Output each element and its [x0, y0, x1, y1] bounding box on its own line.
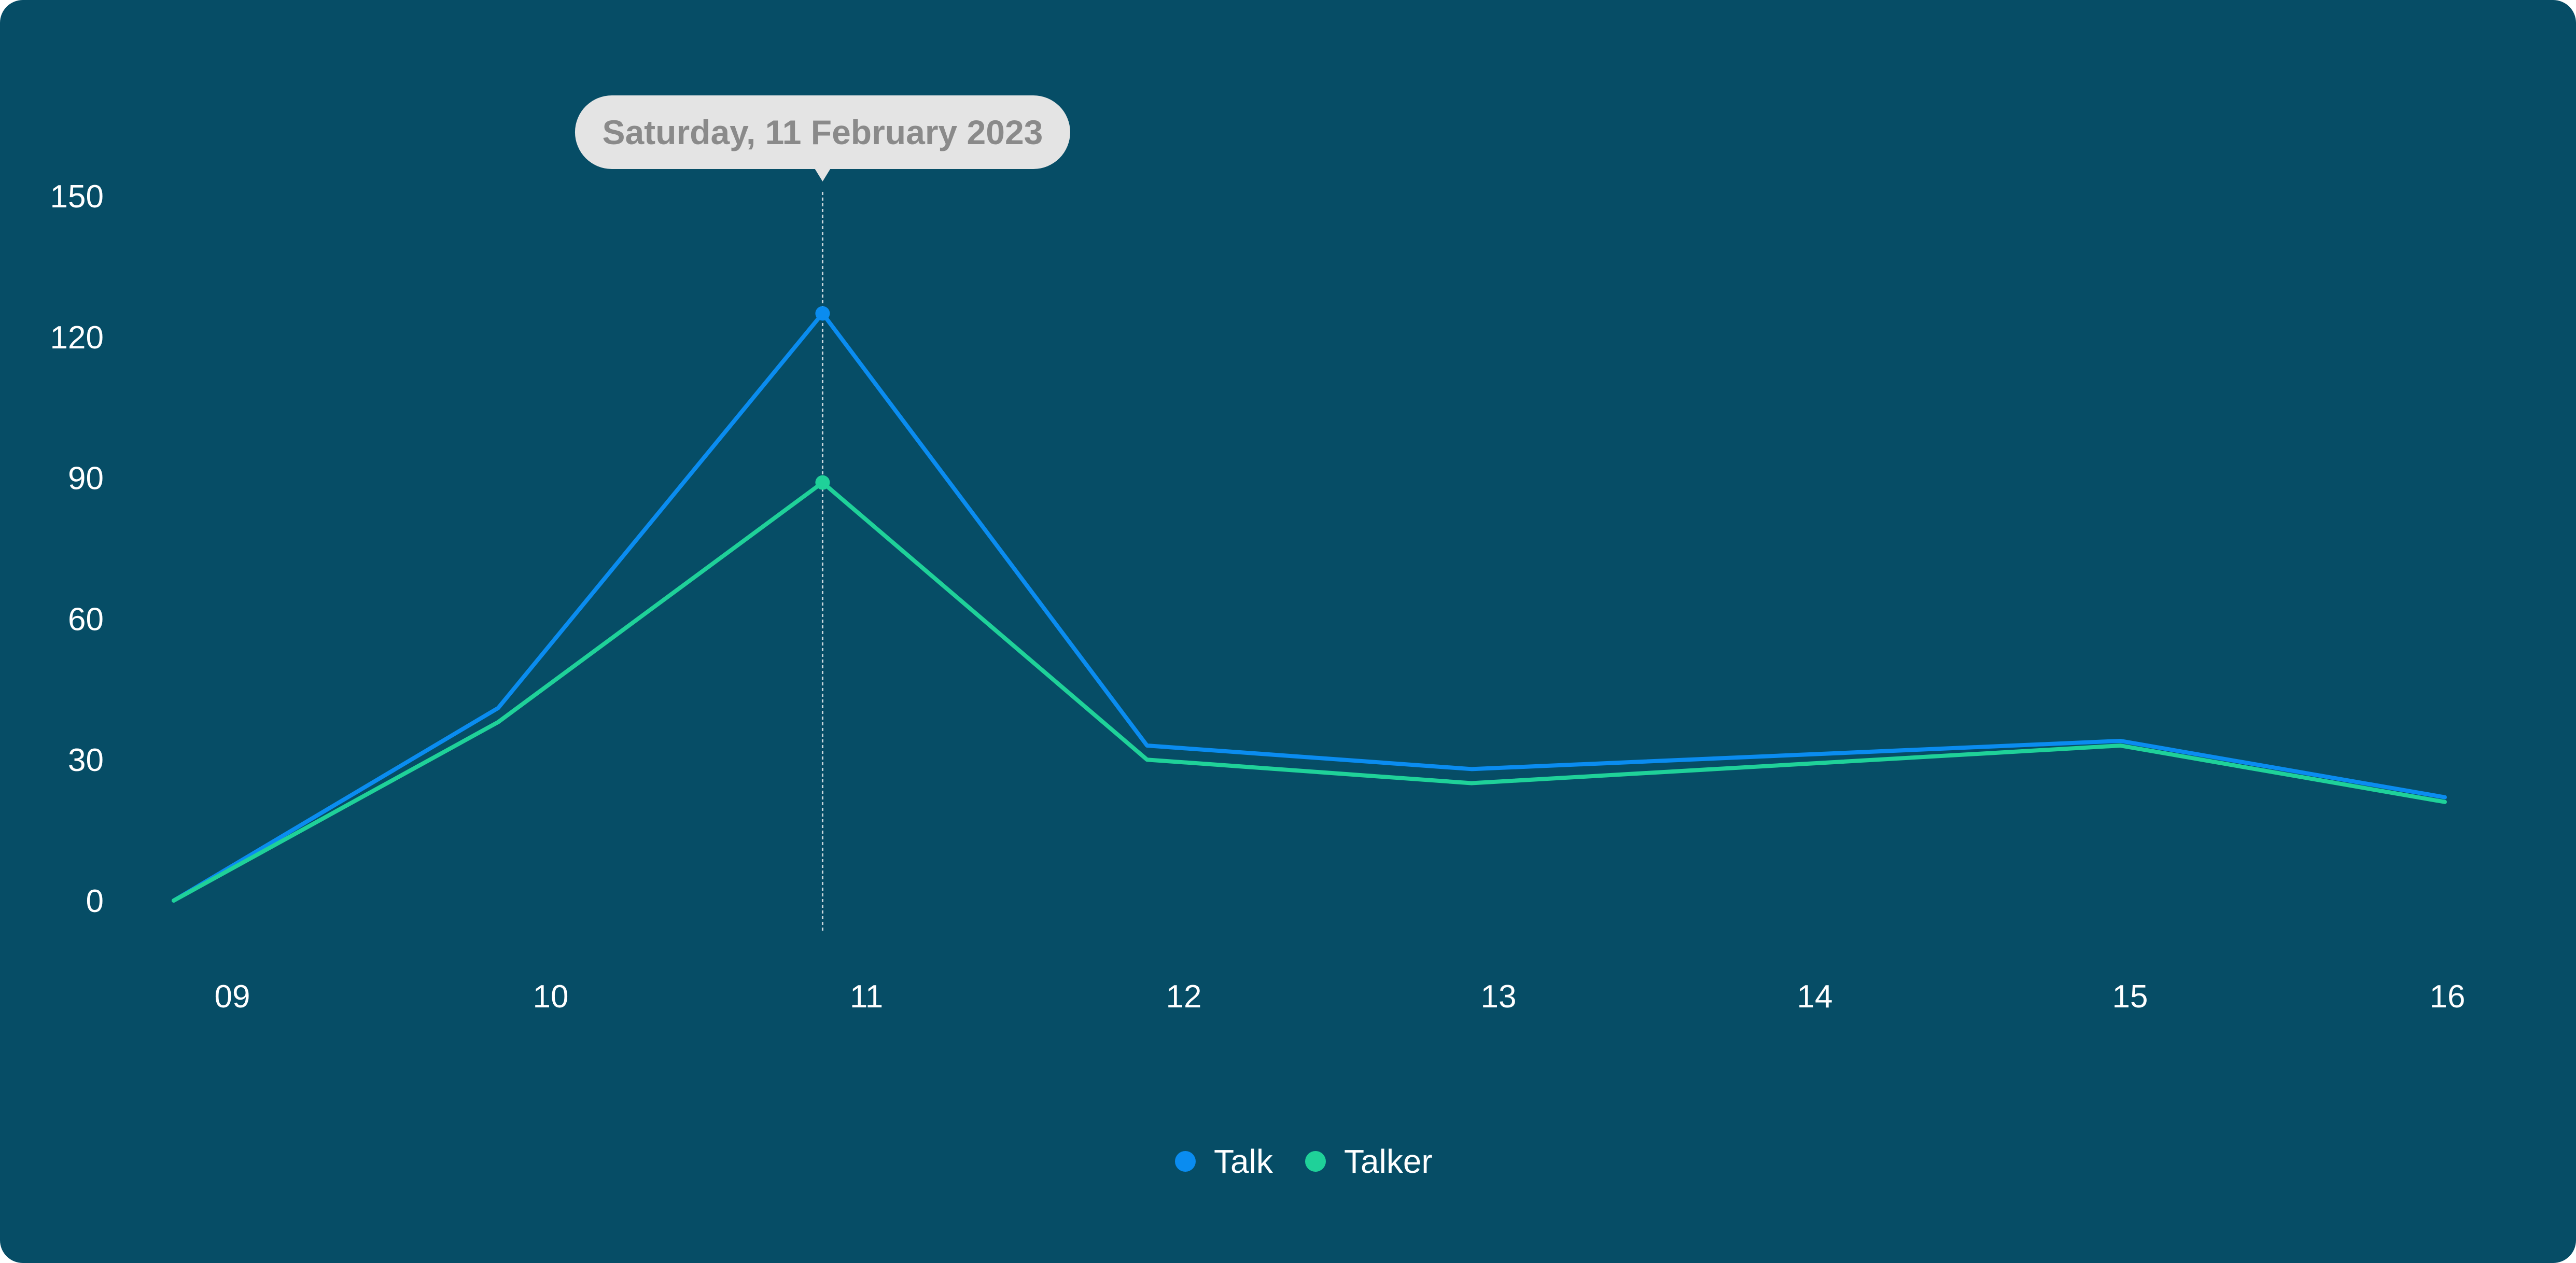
y-tick-label: 30 — [68, 742, 104, 778]
legend: Talk Talker — [1175, 1143, 1433, 1180]
hover-point-talk — [815, 306, 830, 321]
x-tick-label: 15 — [2112, 979, 2148, 1015]
hover-layer: Saturday, 11 February 2023 — [575, 95, 1070, 933]
x-tick-label: 16 — [2430, 979, 2466, 1015]
x-tick-label: 10 — [533, 979, 569, 1015]
series-line-talker — [172, 480, 2447, 903]
y-tick-label: 60 — [68, 601, 104, 637]
x-axis: 09 10 11 12 13 14 15 16 — [215, 979, 2466, 1015]
tooltip-label: Saturday, 11 February 2023 — [602, 113, 1043, 151]
legend-label: Talker — [1344, 1143, 1433, 1180]
series-layer — [172, 311, 2447, 903]
y-tick-label: 150 — [50, 179, 104, 215]
tooltip: Saturday, 11 February 2023 — [575, 95, 1070, 181]
x-tick-label: 14 — [1797, 979, 1833, 1015]
x-tick-label: 13 — [1481, 979, 1517, 1015]
legend-item-talker[interactable]: Talker — [1305, 1143, 1433, 1180]
legend-marker — [1175, 1151, 1196, 1172]
y-tick-label: 120 — [50, 320, 104, 356]
legend-label: Talk — [1214, 1143, 1273, 1180]
tooltip-bubble — [575, 95, 1070, 169]
y-tick-label: 0 — [86, 883, 104, 919]
x-tick-label: 09 — [215, 979, 250, 1015]
legend-item-talk[interactable]: Talk — [1175, 1143, 1273, 1180]
series-line-talk — [172, 311, 2447, 903]
y-tick-label: 90 — [68, 461, 104, 497]
x-tick-label: 11 — [850, 979, 883, 1015]
legend-marker — [1305, 1151, 1326, 1172]
x-tick-label: 12 — [1166, 979, 1202, 1015]
tooltip-pointer — [814, 168, 831, 181]
y-axis: 0 30 60 90 120 150 — [50, 179, 104, 919]
hover-point-talker — [815, 475, 830, 490]
